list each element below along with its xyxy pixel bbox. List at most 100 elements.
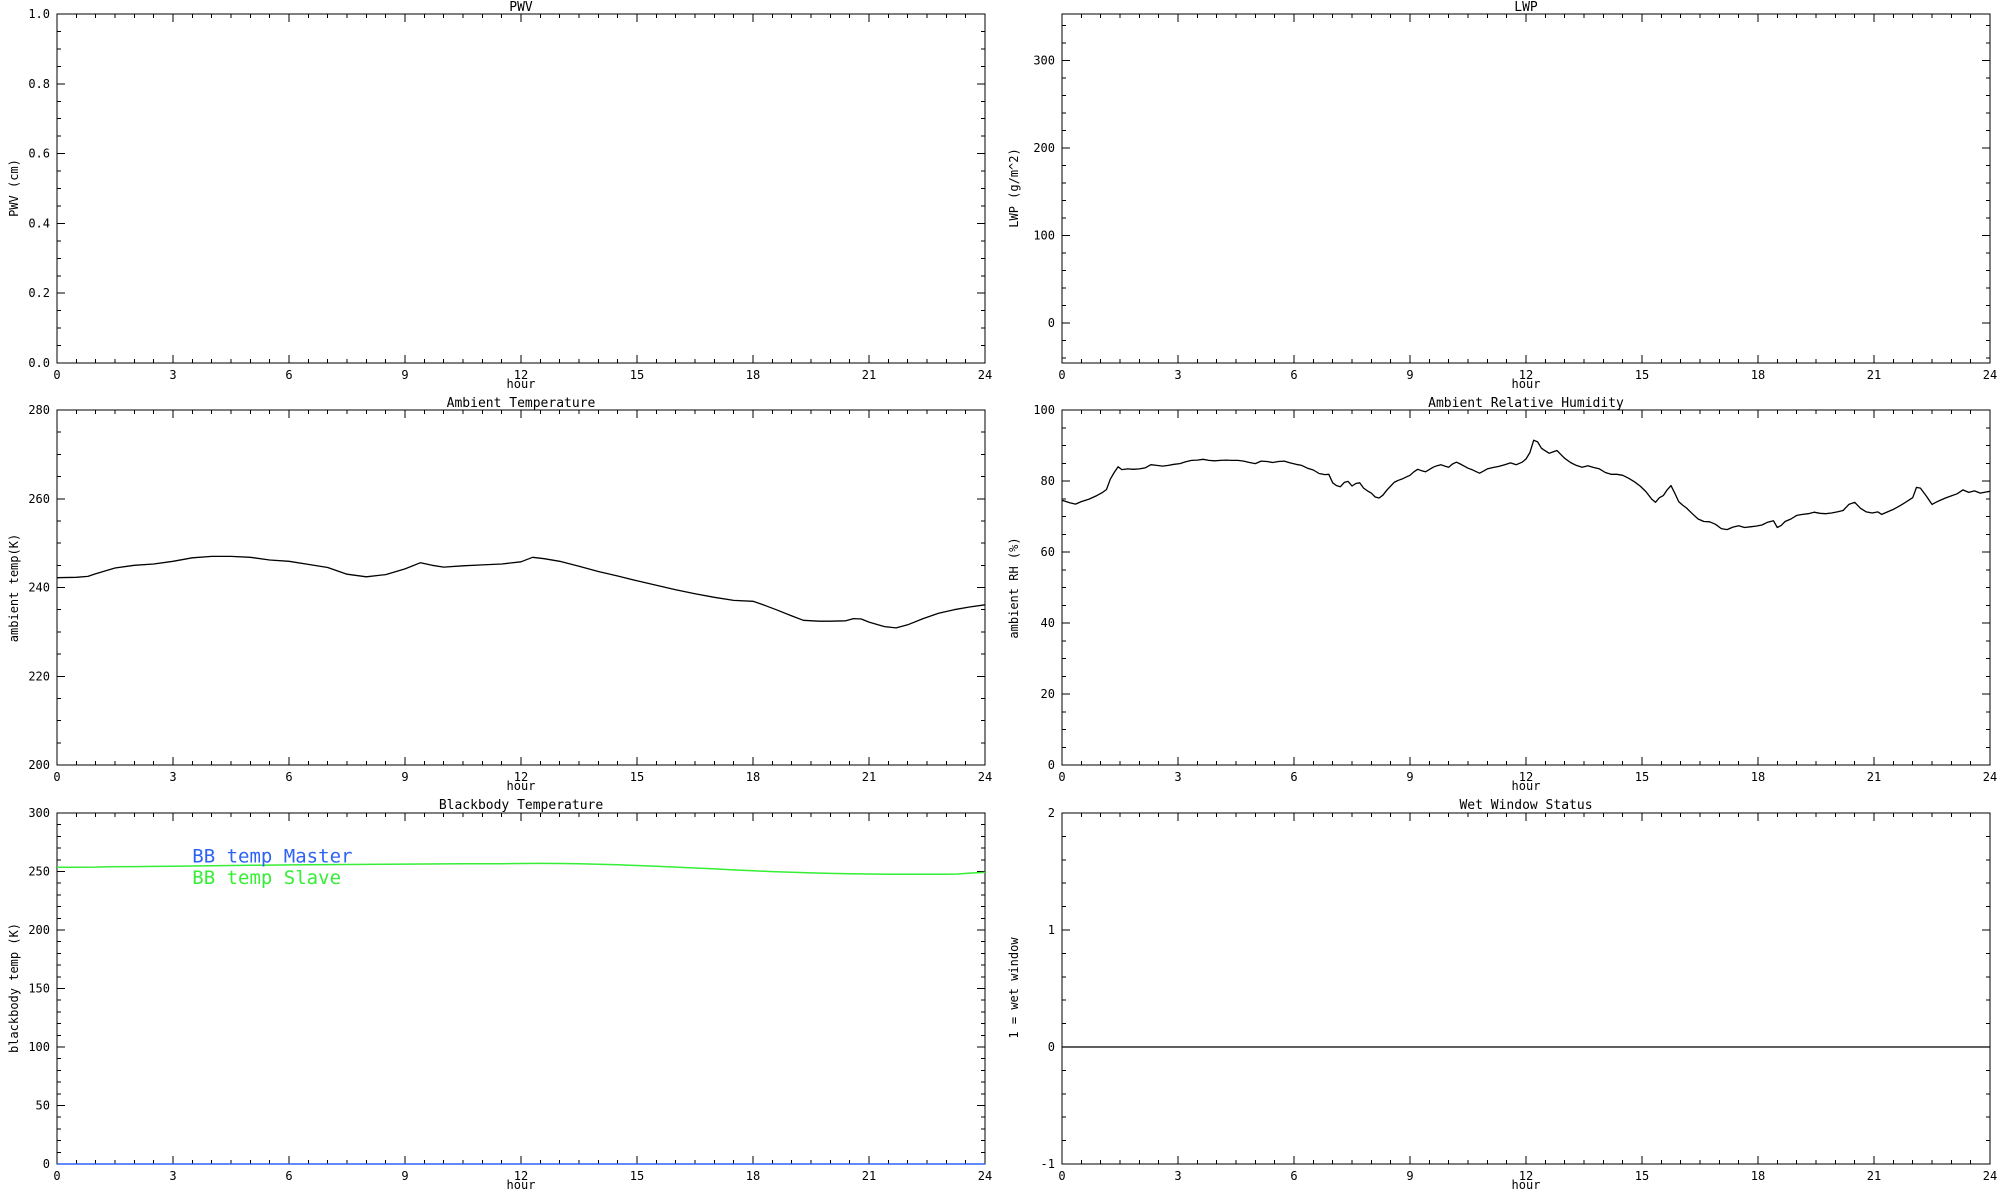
svg-text:15: 15	[1635, 1169, 1649, 1183]
svg-text:9: 9	[1406, 1169, 1413, 1183]
svg-text:0: 0	[53, 1169, 60, 1183]
plot-lwp: LWP LWP (g/m^2) 0 3 6 9 12 15 18 21 24 0 100 200 300…	[1000, 0, 2000, 400]
svg-text:240: 240	[28, 581, 50, 595]
wet-window-status-title: Wet Window Status	[1459, 798, 1593, 813]
svg-text:200: 200	[1033, 141, 1055, 155]
pwv-x-axis-label: hour	[506, 377, 536, 391]
blackbody-temperature-x-axis-label: hour	[506, 1178, 536, 1192]
svg-text:0.6: 0.6	[28, 147, 50, 161]
blackbody-temperature-chart-area: 0 3 6 9 12 15 18 21 24 0 50 100 150 200 250 300 BB temp …	[28, 806, 992, 1183]
svg-text:100: 100	[1033, 403, 1055, 417]
ambient-relative-humidity-chart-area: 0 3 6 9 12 15 18 21 24 0 20 40 60 80 100	[1033, 403, 1997, 784]
pwv-title: PWV	[509, 0, 533, 15]
svg-text:21: 21	[1867, 1169, 1881, 1183]
svg-text:24: 24	[978, 368, 992, 382]
svg-text:12: 12	[1519, 1169, 1533, 1183]
svg-text:6: 6	[285, 1169, 292, 1183]
svg-text:2: 2	[1048, 806, 1055, 820]
svg-text:18: 18	[1751, 770, 1765, 784]
lwp-title: LWP	[1514, 0, 1538, 15]
svg-text:15: 15	[630, 368, 644, 382]
svg-text:24: 24	[978, 770, 992, 784]
svg-text:12: 12	[1519, 770, 1533, 784]
svg-text:0: 0	[1058, 770, 1065, 784]
svg-text:1.0: 1.0	[28, 7, 50, 21]
svg-text:0: 0	[53, 770, 60, 784]
svg-text:3: 3	[1174, 770, 1181, 784]
svg-text:40: 40	[1041, 616, 1055, 630]
svg-text:12: 12	[1519, 368, 1533, 382]
svg-text:-1: -1	[1041, 1157, 1055, 1171]
blackbody-temperature-title: Blackbody Temperature	[438, 798, 604, 813]
svg-text:3: 3	[169, 770, 176, 784]
svg-text:9: 9	[1406, 368, 1413, 382]
svg-text:18: 18	[746, 1169, 760, 1183]
svg-text:9: 9	[1406, 770, 1413, 784]
svg-text:0.2: 0.2	[28, 286, 50, 300]
svg-text:18: 18	[1751, 368, 1765, 382]
svg-text:3: 3	[169, 1169, 176, 1183]
svg-text:1: 1	[1048, 923, 1055, 937]
svg-text:15: 15	[1635, 368, 1649, 382]
svg-text:0: 0	[1058, 1169, 1065, 1183]
lwp-x-axis-label: hour	[1511, 377, 1541, 391]
svg-text:6: 6	[1290, 1169, 1297, 1183]
svg-text:220: 220	[28, 669, 50, 683]
svg-text:9: 9	[401, 368, 408, 382]
plot-blackbody-temperature: Blackbody Temperature blackbody temp (K)…	[0, 798, 1000, 1200]
svg-text:0: 0	[1048, 758, 1055, 772]
svg-text:3: 3	[169, 368, 176, 382]
svg-text:21: 21	[862, 368, 876, 382]
svg-text:12: 12	[514, 770, 528, 784]
svg-text:280: 280	[28, 403, 50, 417]
svg-text:100: 100	[28, 1040, 50, 1054]
svg-text:BB temp Slave: BB temp Slave	[192, 867, 341, 889]
plot-pwv: PWV PWV (cm) 0 3 6 9 12 15 18 21 24 0.0 0.2 0.4 0.6 0…	[0, 0, 1000, 400]
ambient-relative-humidity-x-axis-label: hour	[1511, 779, 1541, 793]
svg-text:18: 18	[746, 368, 760, 382]
svg-text:18: 18	[1751, 1169, 1765, 1183]
svg-text:0: 0	[53, 368, 60, 382]
svg-text:300: 300	[1033, 53, 1055, 67]
lwp-chart-area: 0 3 6 9 12 15 18 21 24 0 100 200 300	[1033, 13, 1997, 382]
svg-text:200: 200	[28, 923, 50, 937]
svg-text:18: 18	[746, 770, 760, 784]
ambient-temperature-x-axis-label: hour	[506, 779, 536, 793]
svg-text:BB temp Master: BB temp Master	[192, 846, 352, 868]
svg-text:21: 21	[862, 770, 876, 784]
svg-text:60: 60	[1041, 545, 1055, 559]
svg-text:50: 50	[36, 1099, 50, 1113]
plot-ambient-relative-humidity: Ambient Relative Humidity ambient RH (%)…	[1000, 396, 2000, 800]
svg-text:12: 12	[514, 1169, 528, 1183]
svg-text:21: 21	[1867, 770, 1881, 784]
svg-text:6: 6	[1290, 368, 1297, 382]
svg-text:0: 0	[1048, 1040, 1055, 1054]
svg-text:150: 150	[28, 982, 50, 996]
svg-text:200: 200	[28, 758, 50, 772]
svg-text:9: 9	[401, 770, 408, 784]
svg-text:21: 21	[1867, 368, 1881, 382]
svg-text:0.0: 0.0	[28, 356, 50, 370]
svg-text:0: 0	[1048, 316, 1055, 330]
svg-text:24: 24	[1983, 1169, 1997, 1183]
svg-text:24: 24	[978, 1169, 992, 1183]
svg-text:300: 300	[28, 806, 50, 820]
svg-text:80: 80	[1041, 474, 1055, 488]
svg-text:21: 21	[862, 1169, 876, 1183]
svg-text:3: 3	[1174, 1169, 1181, 1183]
svg-text:100: 100	[1033, 228, 1055, 242]
pwv-chart-area: 0 3 6 9 12 15 18 21 24 0.0 0.2 0.4 0.6 0.8 1.0	[28, 7, 992, 382]
svg-text:6: 6	[1290, 770, 1297, 784]
svg-text:20: 20	[1041, 687, 1055, 701]
svg-text:0: 0	[43, 1157, 50, 1171]
svg-text:12: 12	[514, 368, 528, 382]
svg-text:24: 24	[1983, 368, 1997, 382]
plot-wet-window-status: Wet Window Status 1 = wet window 0 3 6 9 12 1…	[1000, 798, 2000, 1200]
svg-text:15: 15	[630, 1169, 644, 1183]
svg-text:0: 0	[1058, 368, 1065, 382]
svg-text:3: 3	[1174, 368, 1181, 382]
svg-text:9: 9	[401, 1169, 408, 1183]
svg-text:250: 250	[28, 865, 50, 879]
